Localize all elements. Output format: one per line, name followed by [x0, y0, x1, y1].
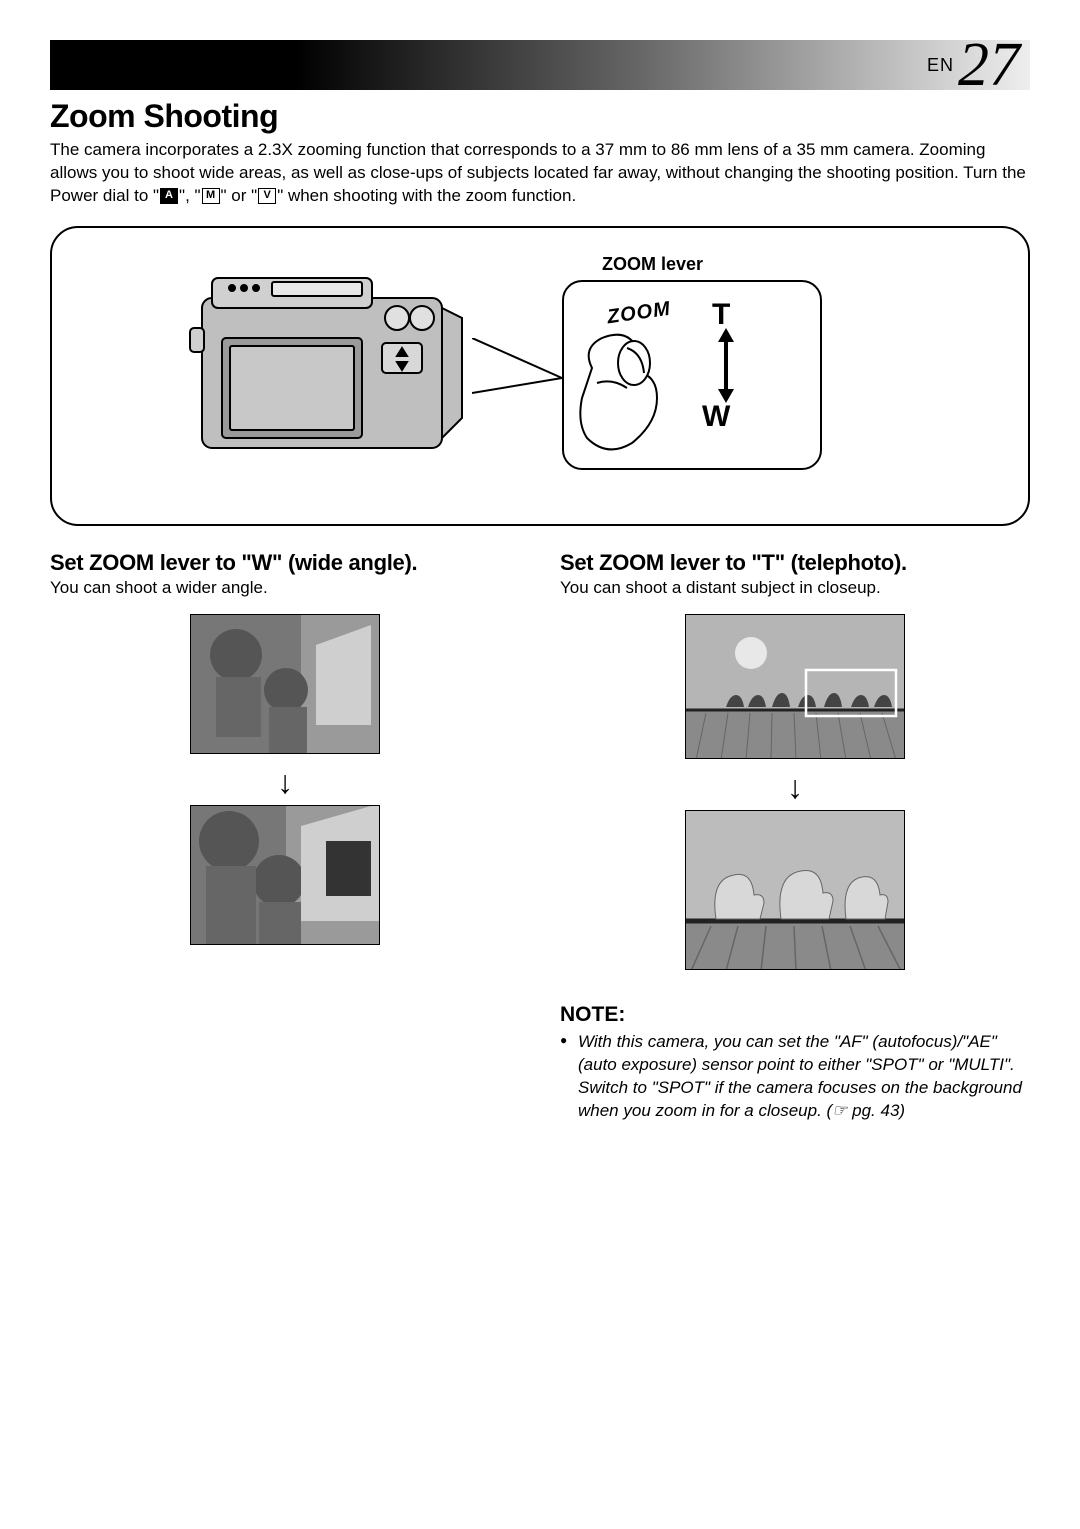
- down-arrow-icon: ↓: [50, 763, 520, 801]
- wide-angle-desc: You can shoot a wider angle.: [50, 578, 520, 598]
- down-arrow-icon: ↓: [560, 768, 1030, 806]
- intro-paragraph: The camera incorporates a 2.3X zooming f…: [50, 139, 1030, 208]
- diagram-box: ZOOM lever ZOOM T W: [50, 226, 1030, 526]
- mode-icon-a: A: [160, 188, 178, 204]
- telephoto-heading: Set ZOOM lever to "T" (telephoto).: [560, 550, 1030, 576]
- intro-sep-2: " or ": [221, 186, 258, 205]
- mode-icon-m: M: [202, 188, 220, 204]
- wide-sample-stack: ↓: [50, 614, 520, 950]
- telephoto-desc: You can shoot a distant subject in close…: [560, 578, 1030, 598]
- header-bar: EN 27: [50, 40, 1030, 90]
- t-label: T: [712, 298, 730, 332]
- right-column: Set ZOOM lever to "T" (telephoto). You c…: [560, 550, 1030, 1123]
- wide-sample-image-1: [190, 614, 380, 754]
- tele-sample-stack: ↓: [560, 614, 1030, 975]
- intro-text-2: " when shooting with the zoom function.: [277, 186, 576, 205]
- page-title: Zoom Shooting: [50, 98, 1030, 135]
- mode-icon-v: V: [258, 188, 276, 204]
- t-w-arrow-icon: [716, 328, 736, 403]
- w-label: W: [702, 400, 730, 434]
- tele-sample-image-1: [685, 614, 905, 759]
- intro-sep-1: ", ": [179, 186, 201, 205]
- page-prefix: EN: [927, 55, 954, 76]
- camera-illustration: [182, 258, 482, 478]
- note-item: With this camera, you can set the "AF" (…: [560, 1031, 1030, 1123]
- wide-angle-heading: Set ZOOM lever to "W" (wide angle).: [50, 550, 520, 576]
- zoom-lever-label: ZOOM lever: [602, 254, 703, 275]
- callout-leader-line: [472, 338, 567, 408]
- tele-sample-image-2: [685, 810, 905, 970]
- note-list: With this camera, you can set the "AF" (…: [560, 1031, 1030, 1123]
- thumb-illustration: [572, 328, 702, 468]
- wide-sample-image-2: [190, 805, 380, 945]
- page-number: 27: [958, 34, 1020, 96]
- columns-container: Set ZOOM lever to "W" (wide angle). You …: [50, 550, 1030, 1123]
- left-column: Set ZOOM lever to "W" (wide angle). You …: [50, 550, 520, 1123]
- note-heading: NOTE:: [560, 1003, 1030, 1027]
